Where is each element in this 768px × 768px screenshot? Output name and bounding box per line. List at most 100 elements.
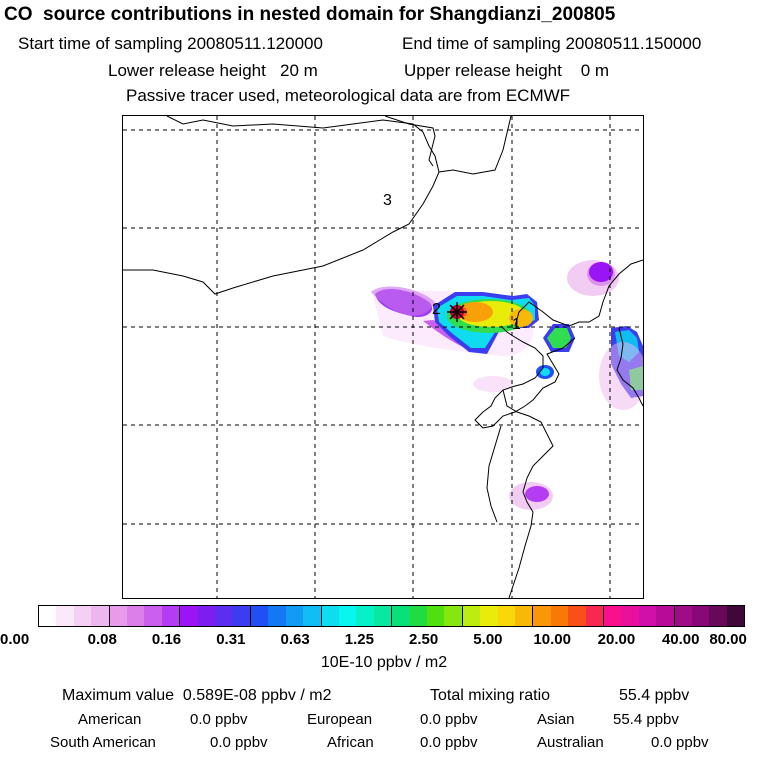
- color-scale-tick-label: 2.50: [409, 631, 439, 648]
- color-scale-cell: [303, 606, 321, 626]
- coast-bohai: [474, 325, 576, 429]
- color-scale-tick-label: 0.63: [280, 631, 310, 648]
- map-canvas: 1 2 3: [123, 116, 643, 598]
- station-markers: 1 2 3: [383, 192, 521, 333]
- color-scale-tick-label: 40.00: [661, 631, 700, 648]
- region-african-value: 0.0 ppbv: [420, 734, 478, 751]
- color-scale-tick-label: 20.00: [597, 631, 636, 648]
- plume-south-core: [525, 486, 549, 502]
- color-scale-cell: [56, 606, 74, 626]
- color-scale-bar: [38, 605, 745, 627]
- region-asian-name: Asian: [537, 711, 575, 728]
- color-scale-cell: [356, 606, 374, 626]
- color-scale-cell: [285, 606, 304, 626]
- color-scale-cell: [161, 606, 180, 626]
- color-scale-cell: [249, 606, 269, 626]
- maximum-value: Maximum value 0.589E-08 ppbv / m2: [62, 687, 332, 704]
- color-scale-cell: [514, 606, 533, 626]
- boundary-mongolia: [123, 116, 512, 295]
- color-scale-cell: [726, 606, 745, 626]
- plume-mid-blob-inner: [547, 328, 571, 348]
- boundary-north: [166, 116, 440, 173]
- color-scale-tick-label: 5.00: [473, 631, 503, 648]
- plume-west-purple-light: [371, 286, 435, 316]
- color-scale-cell: [621, 606, 639, 626]
- color-scale-cell: [179, 606, 198, 626]
- region-african-name: African: [327, 734, 374, 751]
- marker-1-label: 1: [512, 316, 521, 333]
- plume-core-orange-east: [509, 309, 533, 327]
- region-australian-value: 0.0 ppbv: [651, 734, 709, 751]
- color-scale-cell: [585, 606, 603, 626]
- marker-3-label: 3: [383, 192, 392, 209]
- color-scale-cell: [320, 606, 339, 626]
- color-scale-cell: [144, 606, 162, 626]
- color-scale-cell: [550, 606, 569, 626]
- lat-lon-grid: [123, 116, 643, 598]
- color-scale-cell: [197, 606, 216, 626]
- color-scale-cell: [480, 606, 498, 626]
- color-scale-cell: [268, 606, 286, 626]
- map-panel[interactable]: 1 2 3: [122, 115, 644, 599]
- coast-liaodong: [514, 259, 643, 327]
- region-asian-value: 55.4 ppbv: [613, 711, 679, 728]
- plume-ne-core: [589, 262, 613, 282]
- color-scale-cell: [709, 606, 727, 626]
- color-scale-unit: 10E-10 ppbv / m2: [320, 654, 448, 671]
- color-scale-cell: [409, 606, 427, 626]
- plume-core-orange: [457, 302, 493, 322]
- color-scale-cell: [444, 606, 462, 626]
- boundary-inland: [486, 425, 502, 523]
- color-scale-cell: [461, 606, 481, 626]
- plume-small-blue-inner: [540, 368, 550, 376]
- color-scale-cell: [73, 606, 92, 626]
- color-scale-tick-label: 1.25: [344, 631, 374, 648]
- coast-shandong: [502, 389, 554, 598]
- color-scale-cell: [215, 606, 233, 626]
- color-scale-cell: [673, 606, 693, 626]
- concentration-plumes: [371, 260, 643, 510]
- color-scale-cell: [39, 606, 57, 626]
- total-mixing-ratio-label: Total mixing ratio: [430, 687, 551, 704]
- color-scale-cell: [532, 606, 551, 626]
- region-south-american-value: 0.0 ppbv: [210, 734, 268, 751]
- color-scale-cell: [373, 606, 392, 626]
- start-time: Start time of sampling 20080511.120000: [18, 34, 323, 53]
- color-scale-tick-label: 0.31: [216, 631, 246, 648]
- color-scale-tick-label: 0.16: [151, 631, 182, 648]
- marker-2-label: 2: [432, 301, 441, 318]
- color-scale-tick-label: 80.00: [709, 631, 747, 648]
- color-scale-cell: [426, 606, 445, 626]
- boundary-upper: [384, 116, 436, 167]
- plume-sw-faint: [473, 376, 513, 392]
- end-time: End time of sampling 20080511.150000: [402, 34, 702, 53]
- region-american-value: 0.0 ppbv: [190, 711, 248, 728]
- color-scale-cell: [603, 606, 622, 626]
- color-scale-cell: [568, 606, 586, 626]
- tracer-note: Passive tracer used, meteorological data…: [126, 86, 571, 105]
- region-american-name: American: [78, 711, 142, 728]
- total-mixing-ratio-value: 55.4 ppbv: [619, 687, 690, 704]
- color-scale-cell: [391, 606, 410, 626]
- coast-korea-west: [616, 327, 643, 407]
- color-scale-cell: [497, 606, 515, 626]
- region-australian-name: Australian: [537, 734, 604, 751]
- region-european-value: 0.0 ppbv: [420, 711, 478, 728]
- color-scale-cell: [91, 606, 109, 626]
- lower-release-height: Lower release height 20 m: [108, 61, 318, 80]
- color-scale-cell: [692, 606, 710, 626]
- color-scale-tick-label: 10.00: [533, 631, 571, 648]
- color-scale-cell: [338, 606, 357, 626]
- color-scale-cell: [638, 606, 657, 626]
- color-scale-cell: [656, 606, 674, 626]
- region-european-name: European: [307, 711, 373, 728]
- upper-release-height: Upper release height 0 m: [404, 61, 610, 80]
- boundaries: [123, 116, 643, 598]
- map-title: CO source contributions in nested domain…: [4, 4, 616, 25]
- receptor-star-icon: [447, 302, 467, 322]
- color-scale-tick-label: 0.00: [0, 631, 30, 648]
- color-scale-cell: [232, 606, 250, 626]
- region-south-american-name: South American: [50, 734, 156, 751]
- color-scale-cell: [108, 606, 128, 626]
- color-scale-tick-label: 0.08: [87, 631, 117, 648]
